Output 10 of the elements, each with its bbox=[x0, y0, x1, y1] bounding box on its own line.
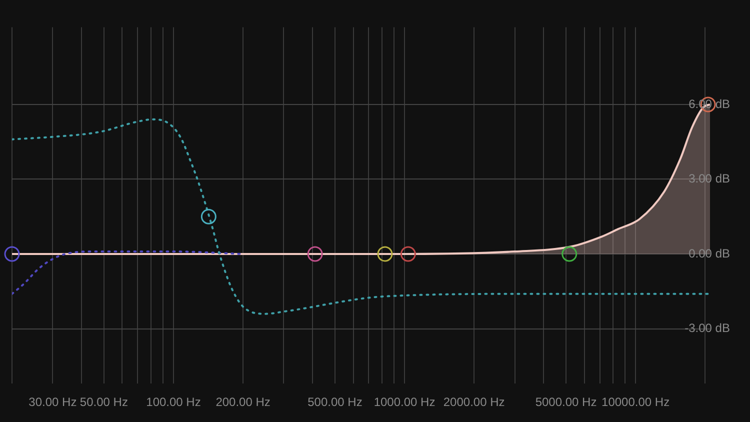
x-tick-label: 50.00 Hz bbox=[80, 395, 128, 410]
x-tick-label: 1000.00 Hz bbox=[374, 395, 436, 410]
y-tick-label: -3.00 dB bbox=[684, 321, 730, 336]
x-tick-label: 30.00 Hz bbox=[28, 395, 77, 410]
x-tick-label: 2000.00 Hz bbox=[443, 395, 505, 410]
x-tick-label: 100.00 Hz bbox=[146, 395, 201, 410]
x-tick-label: 5000.00 Hz bbox=[535, 395, 597, 410]
x-tick-label: 200.00 Hz bbox=[216, 395, 270, 410]
x-tick-label: 500.00 Hz bbox=[308, 395, 362, 410]
x-tick-label: 10000.00 Hz bbox=[602, 395, 670, 410]
